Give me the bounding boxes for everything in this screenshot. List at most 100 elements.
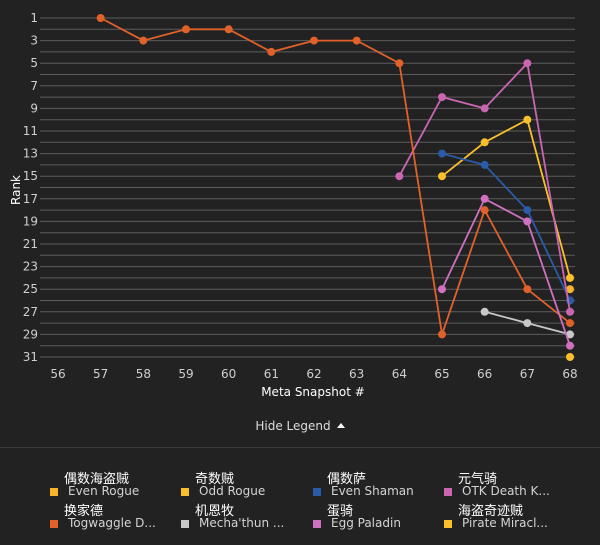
legend-swatch — [444, 520, 452, 528]
data-point[interactable] — [480, 194, 489, 203]
y-tick-label: 5 — [30, 56, 38, 70]
y-tick-label: 7 — [30, 79, 38, 93]
data-point[interactable] — [566, 330, 574, 339]
legend-item[interactable]: 偶数海盗贼 Even Rogue — [50, 468, 180, 508]
data-point[interactable] — [523, 285, 532, 294]
data-point[interactable] — [182, 25, 190, 34]
legend-swatch — [313, 520, 321, 528]
data-point[interactable] — [480, 307, 489, 316]
y-tick-label: 15 — [23, 169, 38, 183]
data-point[interactable] — [96, 14, 105, 22]
x-tick-label: 62 — [306, 367, 321, 381]
x-tick-label: 65 — [434, 367, 449, 381]
data-point[interactable] — [566, 319, 574, 328]
y-tick-label: 19 — [23, 214, 38, 228]
data-point[interactable] — [566, 285, 574, 294]
legend-item[interactable]: 换家德 Togwaggle D... — [50, 500, 180, 540]
y-tick-label: 11 — [23, 124, 38, 138]
grid-lines — [40, 17, 575, 358]
data-point[interactable] — [438, 285, 446, 294]
y-tick-label: 9 — [30, 101, 38, 115]
series-2 — [438, 149, 574, 305]
legend-item[interactable]: 元气骑 OTK Death K... — [444, 468, 574, 508]
series-line — [100, 17, 571, 335]
data-point[interactable] — [523, 206, 532, 215]
legend-swatch — [50, 488, 58, 496]
legend-item[interactable]: 蛋骑 Egg Paladin — [313, 500, 443, 540]
legend-swatch — [181, 488, 189, 496]
caret-up-icon — [336, 423, 345, 428]
data-point[interactable] — [438, 149, 446, 158]
x-tick-label: 58 — [136, 367, 151, 381]
legend-swatch — [313, 488, 321, 496]
legend-series-name: Mecha'thun ... — [199, 516, 285, 530]
data-point[interactable] — [438, 330, 446, 339]
data-point[interactable] — [523, 319, 532, 328]
series-line — [441, 152, 571, 301]
x-tick-label: 60 — [221, 367, 236, 381]
data-point[interactable] — [438, 172, 446, 181]
legend-chinese-label: 机恩牧 — [195, 504, 235, 519]
series-0 — [566, 285, 574, 294]
data-point[interactable] — [224, 25, 233, 34]
data-point[interactable] — [480, 160, 489, 169]
y-tick-label: 21 — [23, 237, 38, 251]
series-4 — [96, 14, 574, 339]
data-point[interactable] — [566, 353, 574, 361]
data-point[interactable] — [438, 93, 446, 102]
y-tick-label: 3 — [30, 34, 38, 48]
data-point[interactable] — [352, 36, 361, 45]
legend-chinese-label: 换家德 — [64, 504, 104, 519]
legend-chinese-label: 奇数贼 — [195, 472, 235, 487]
legend-item[interactable]: 奇数贼 Odd Rogue — [181, 468, 311, 508]
legend-series-name: Pirate Miracl... — [462, 516, 548, 530]
y-tick-label: 17 — [23, 192, 38, 206]
data-point[interactable] — [139, 36, 148, 45]
series-line — [441, 197, 571, 346]
hide-legend-button[interactable]: Hide Legend — [0, 419, 600, 439]
x-tick-label: 63 — [349, 367, 364, 381]
data-point[interactable] — [523, 115, 532, 124]
legend-chinese-label: 元气骑 — [458, 472, 498, 487]
legend-item[interactable]: 偶数萨 Even Shaman — [313, 468, 443, 508]
x-tick-label: 64 — [392, 367, 407, 381]
data-point[interactable] — [480, 138, 489, 147]
y-tick-label: 25 — [23, 282, 38, 296]
legend-divider — [0, 447, 600, 448]
legend-swatch — [444, 488, 452, 496]
legend-chinese-label: 蛋骑 — [327, 504, 354, 519]
data-point[interactable] — [566, 307, 574, 316]
x-tick-label: 67 — [520, 367, 535, 381]
data-point[interactable] — [480, 206, 489, 215]
hide-legend-label: Hide Legend — [255, 419, 331, 433]
data-point[interactable] — [523, 59, 532, 68]
y-axis-title: Rank — [9, 175, 23, 205]
y-tick-label: 23 — [23, 260, 38, 274]
legend-series-name: Egg Paladin — [331, 516, 401, 530]
legend-series-name: Togwaggle D... — [68, 516, 156, 530]
x-axis-title: Meta Snapshot # — [261, 385, 365, 399]
series-5 — [480, 307, 574, 339]
data-point[interactable] — [395, 172, 404, 181]
y-tick-label: 1 — [30, 11, 38, 25]
series-lines — [96, 14, 574, 361]
legend-chinese-label: 海盗奇迹贼 — [458, 504, 524, 519]
data-point[interactable] — [566, 341, 574, 350]
x-tick-label: 61 — [264, 367, 279, 381]
data-point[interactable] — [267, 47, 276, 56]
data-point[interactable] — [310, 36, 318, 45]
data-point[interactable] — [480, 104, 489, 113]
x-tick-label: 57 — [93, 367, 108, 381]
legend-swatch — [181, 520, 189, 528]
legend-item[interactable]: 机恩牧 Mecha'thun ... — [181, 500, 311, 540]
legend-series-name: Even Rogue — [68, 484, 140, 498]
series-7 — [566, 353, 574, 361]
y-tick-label: 31 — [23, 350, 38, 364]
x-tick-label: 68 — [562, 367, 577, 381]
data-point[interactable] — [566, 273, 574, 282]
data-point[interactable] — [395, 59, 404, 68]
legend-item[interactable]: 海盗奇迹贼 Pirate Miracl... — [444, 500, 574, 540]
data-point[interactable] — [523, 217, 532, 226]
